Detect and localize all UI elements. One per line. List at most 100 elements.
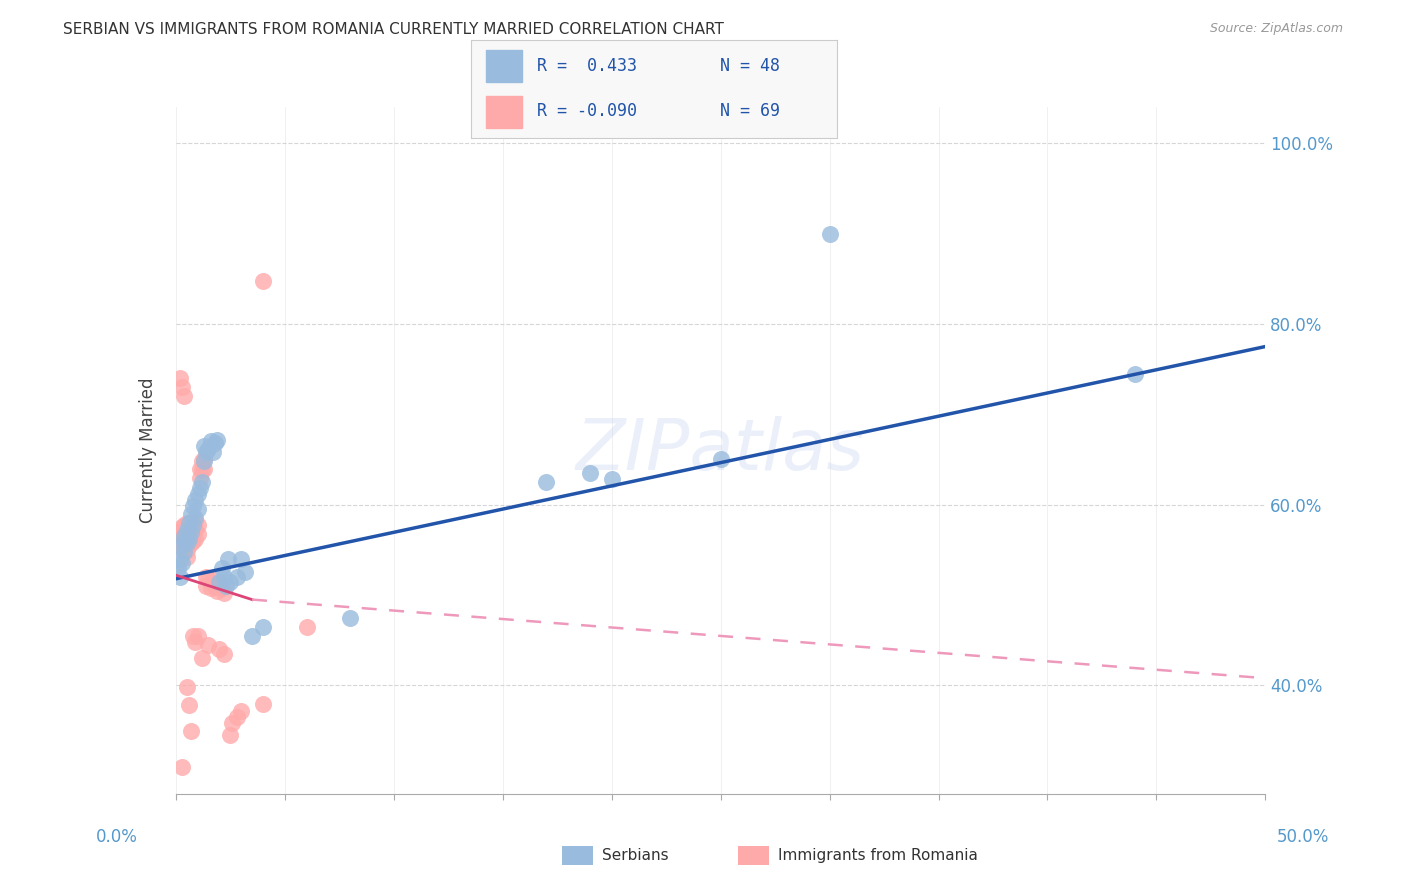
Point: [181, 517, 204, 532]
Point: [181, 516, 204, 530]
Point: [167, 533, 190, 548]
Point: [252, 697, 274, 711]
Point: [201, 572, 224, 586]
Point: [177, 529, 200, 543]
Point: [180, 526, 202, 541]
Point: [191, 454, 214, 468]
Point: [212, 647, 235, 661]
Point: [818, 227, 841, 241]
Point: [252, 274, 274, 288]
Point: [208, 577, 231, 591]
Text: 50.0%: 50.0%: [1277, 828, 1329, 846]
Point: [235, 566, 257, 580]
Point: [339, 610, 361, 624]
Point: [200, 581, 222, 595]
Point: [172, 760, 194, 774]
Point: [173, 529, 195, 543]
Text: Serbians: Serbians: [602, 848, 668, 863]
Point: [180, 535, 202, 549]
Point: [195, 570, 218, 584]
Point: [225, 570, 247, 584]
Bar: [485, 96, 522, 128]
Text: N = 69: N = 69: [720, 103, 779, 120]
Bar: [485, 50, 522, 82]
Point: [184, 514, 207, 528]
Point: [184, 511, 207, 525]
Point: [167, 561, 190, 575]
Point: [204, 579, 226, 593]
Point: [177, 516, 200, 530]
Point: [167, 529, 190, 543]
Point: [215, 579, 238, 593]
Point: [177, 520, 200, 534]
Text: SERBIAN VS IMMIGRANTS FROM ROMANIA CURRENTLY MARRIED CORRELATION CHART: SERBIAN VS IMMIGRANTS FROM ROMANIA CURRE…: [63, 22, 724, 37]
Point: [193, 452, 215, 467]
Point: [176, 516, 198, 530]
Point: [169, 529, 191, 543]
Point: [188, 470, 211, 484]
Point: [176, 532, 198, 546]
Point: [600, 472, 623, 486]
Point: [208, 574, 231, 589]
Point: [219, 574, 242, 589]
Point: [177, 538, 200, 552]
Point: [191, 651, 214, 665]
Point: [180, 507, 202, 521]
Point: [180, 524, 202, 539]
Point: [173, 542, 195, 557]
Point: [169, 570, 191, 584]
Point: [534, 475, 557, 489]
Point: [1123, 367, 1146, 381]
Point: [193, 454, 215, 468]
Point: [169, 552, 191, 566]
Point: [177, 532, 200, 546]
Point: [211, 561, 233, 575]
Point: [201, 445, 224, 459]
Point: [208, 642, 231, 657]
Point: [195, 579, 218, 593]
Point: [173, 533, 195, 548]
Point: [181, 533, 204, 548]
Point: [197, 572, 219, 586]
Point: [579, 466, 602, 480]
Point: [221, 716, 243, 731]
Point: [176, 542, 198, 557]
Point: [173, 517, 195, 532]
Point: [180, 517, 202, 532]
Point: [240, 629, 263, 643]
Point: [225, 710, 247, 724]
Point: [188, 461, 211, 475]
Point: [173, 529, 195, 543]
Point: [176, 523, 198, 537]
Point: [193, 439, 215, 453]
Point: [173, 389, 195, 403]
Point: [173, 535, 195, 549]
Point: [212, 586, 235, 600]
Point: [188, 482, 211, 496]
Point: [180, 723, 202, 738]
Y-axis label: Currently Married: Currently Married: [139, 377, 157, 524]
Point: [176, 535, 198, 549]
Point: [186, 502, 209, 516]
Point: [169, 524, 191, 539]
Point: [172, 520, 194, 534]
Point: [212, 570, 235, 584]
Point: [184, 493, 207, 508]
Point: [205, 583, 228, 598]
Point: [193, 461, 215, 475]
Point: [172, 380, 194, 394]
Point: [205, 433, 228, 447]
Point: [172, 533, 194, 548]
Point: [211, 581, 233, 595]
Text: R =  0.433: R = 0.433: [537, 57, 637, 75]
Point: [295, 620, 318, 634]
Point: [217, 552, 239, 566]
Text: Source: ZipAtlas.com: Source: ZipAtlas.com: [1209, 22, 1343, 36]
Text: R = -0.090: R = -0.090: [537, 103, 637, 120]
Point: [184, 532, 207, 546]
Point: [176, 680, 198, 694]
Point: [184, 635, 207, 649]
Point: [252, 620, 274, 634]
Point: [186, 487, 209, 501]
Point: [200, 434, 222, 449]
